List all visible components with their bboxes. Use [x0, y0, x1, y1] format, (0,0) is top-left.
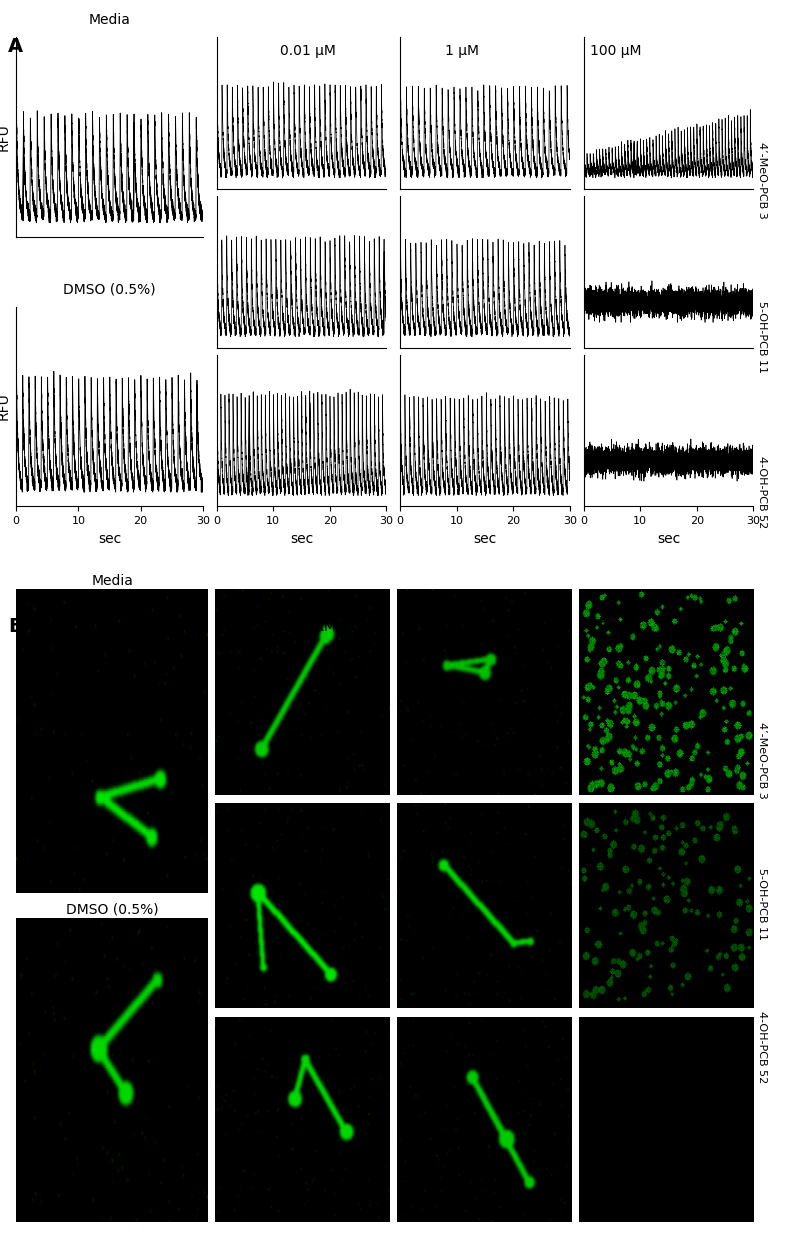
Title: DMSO (0.5%): DMSO (0.5%) [66, 903, 159, 917]
Text: 5-OH-PCB 11: 5-OH-PCB 11 [757, 301, 767, 373]
Y-axis label: RFU: RFU [0, 123, 11, 151]
Text: 5-OH-PCB 11: 5-OH-PCB 11 [757, 868, 767, 940]
Text: 4-OH-PCB 52: 4-OH-PCB 52 [757, 456, 767, 529]
Y-axis label: RFU: RFU [0, 393, 11, 420]
Text: 1 μM: 1 μM [445, 44, 479, 57]
Text: 4-OH-PCB 52: 4-OH-PCB 52 [757, 1011, 767, 1084]
X-axis label: sec: sec [290, 531, 313, 546]
Text: 4’-MeO-PCB 3: 4’-MeO-PCB 3 [757, 722, 767, 799]
Text: Media: Media [88, 14, 130, 27]
Text: 0.01 μM: 0.01 μM [280, 44, 335, 57]
Title: Media: Media [92, 574, 133, 587]
Text: A: A [8, 37, 23, 56]
Text: 100 μM: 100 μM [590, 620, 642, 633]
Text: 4’-MeO-PCB 3: 4’-MeO-PCB 3 [757, 142, 767, 219]
Text: 100 μM: 100 μM [590, 44, 642, 57]
X-axis label: sec: sec [473, 531, 497, 546]
X-axis label: sec: sec [657, 531, 680, 546]
Text: DMSO (0.5%): DMSO (0.5%) [63, 283, 156, 297]
X-axis label: sec: sec [98, 531, 121, 546]
Text: 0.01 μM: 0.01 μM [280, 620, 335, 633]
Text: 1 μM: 1 μM [445, 620, 479, 633]
Text: B: B [8, 617, 23, 636]
